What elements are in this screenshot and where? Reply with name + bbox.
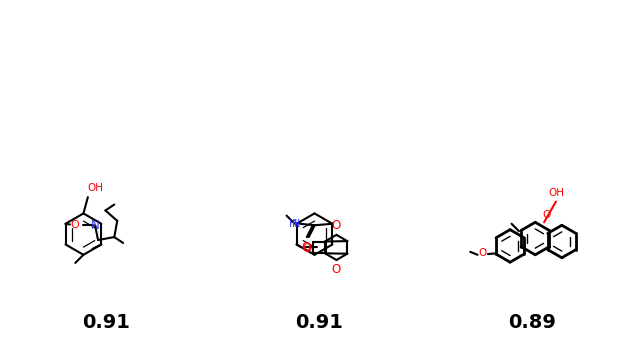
Text: 0.91: 0.91 [82, 313, 129, 331]
Text: 0.91: 0.91 [295, 313, 343, 331]
Text: 0.89: 0.89 [508, 313, 556, 331]
Text: O: O [331, 263, 340, 276]
Text: O: O [478, 247, 486, 258]
Text: O: O [542, 210, 550, 220]
Text: OH: OH [548, 188, 564, 198]
Text: N: N [292, 219, 300, 229]
Text: H: H [289, 219, 298, 229]
Text: O: O [70, 220, 79, 230]
Text: N: N [91, 219, 99, 232]
Text: O: O [331, 219, 340, 232]
Text: OH: OH [88, 183, 104, 194]
Text: O: O [302, 241, 311, 254]
Text: O: O [301, 241, 310, 254]
